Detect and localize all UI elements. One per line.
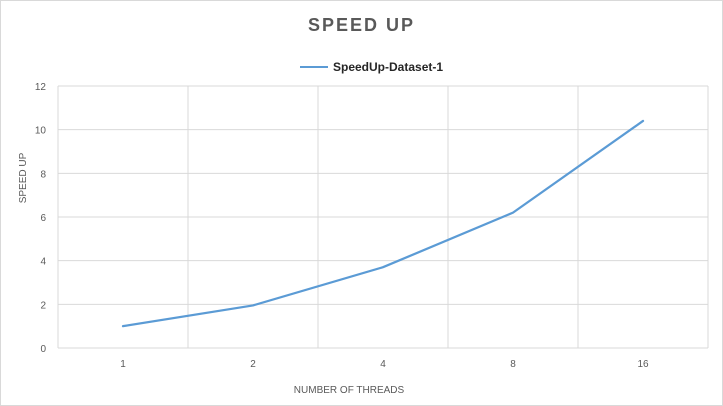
- x-tick-label: 8: [510, 359, 516, 370]
- y-tick-label: 0: [40, 344, 46, 355]
- y-tick-label: 12: [35, 82, 47, 93]
- chart-legend: SpeedUp-Dataset-1: [300, 58, 443, 76]
- legend-label: SpeedUp-Dataset-1: [333, 60, 444, 74]
- x-tick-label: 2: [250, 359, 256, 370]
- legend-swatch: [300, 66, 328, 68]
- series-line: [121, 119, 645, 328]
- chart-title: SPEED UP: [307, 15, 416, 35]
- x-tick-label: 16: [637, 359, 649, 370]
- y-axis-label: SPEED UP: [18, 152, 29, 203]
- y-tick-label: 8: [40, 169, 46, 180]
- y-tick-label: 2: [40, 300, 46, 311]
- y-tick-label: 4: [40, 257, 46, 268]
- series-lines: [121, 119, 645, 328]
- y-tick-label: 10: [35, 126, 47, 137]
- x-tick-labels: 1 2 4 8 16: [120, 359, 649, 370]
- grid-lines: [57, 85, 709, 349]
- x-tick-label: 4: [380, 359, 386, 370]
- x-axis-label: NUMBER OF THREADS: [294, 385, 405, 396]
- y-tick-labels: 0 2 4 6 8 10 12: [35, 82, 47, 355]
- x-tick-label: 1: [120, 359, 126, 370]
- y-tick-label: 6: [40, 213, 46, 224]
